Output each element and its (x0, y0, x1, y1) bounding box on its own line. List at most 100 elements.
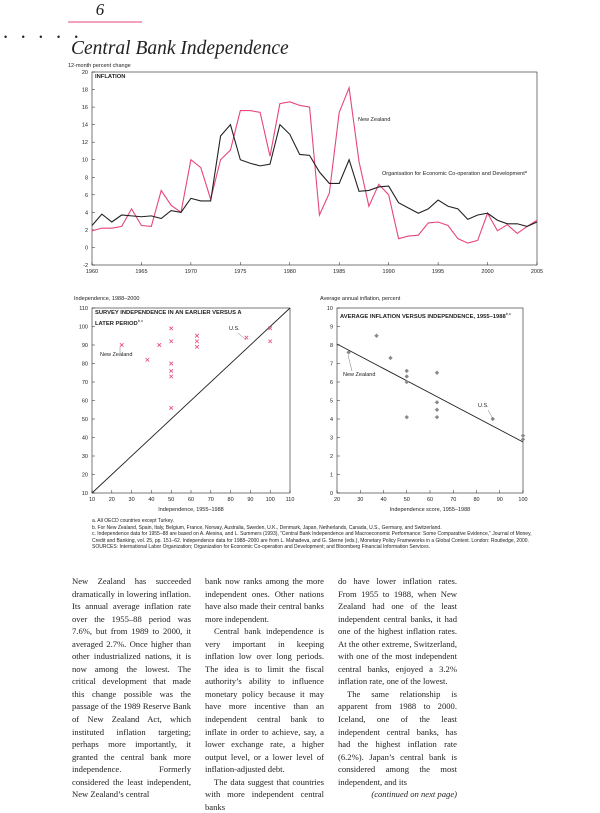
y-tick-label: 3 (330, 436, 333, 442)
y-tick-label: 0 (330, 491, 333, 497)
y-tick-label: -2 (83, 263, 88, 269)
annotation-arrow (237, 332, 247, 341)
point (145, 357, 150, 362)
x-tick-label: 1985 (333, 269, 345, 275)
y-tick-label: 60 (82, 399, 88, 405)
y-tick-label: 9 (330, 325, 333, 331)
chart-title: INFLATION (95, 74, 215, 81)
y-tick-label: 6 (85, 193, 88, 199)
x-tick-label: 50 (168, 497, 174, 503)
y-tick-label: 20 (82, 70, 88, 76)
y-tick-label: 8 (85, 175, 88, 181)
y-tick-label: 2 (85, 228, 88, 234)
page-title: Central Bank Independence (71, 38, 289, 59)
y-tick-label: 18 (82, 88, 88, 94)
point (374, 333, 379, 338)
note: c. Independence data for 1955–88 are bas… (92, 531, 532, 544)
point (169, 339, 174, 344)
y-tick-label: 6 (330, 380, 333, 386)
column: New Zealand has succeeded dramatically i… (72, 575, 191, 801)
y-tick-label: 110 (79, 306, 88, 312)
y-tick-label: 50 (82, 417, 88, 423)
chart-title-box: INFLATION (95, 74, 215, 81)
point (194, 333, 200, 338)
page-number: 6 (96, 0, 105, 19)
paragraph: New Zealand has succeeded dramatically i… (72, 576, 191, 800)
y-tick-label: 0 (85, 245, 88, 251)
title-note: b,c (137, 318, 144, 323)
chart: INFLATION 12-month percent change -2 0 2 4 6 8 1… (68, 63, 543, 275)
paragraph: bank now ranks among the more independen… (205, 576, 324, 624)
x-tick-label: 1980 (284, 269, 296, 275)
y-tick-label: 20 (82, 473, 88, 479)
header-dots: • • • • • (4, 32, 84, 42)
paragraph: The data suggest that countries with mor… (205, 776, 324, 812)
x-tick-label: 2000 (481, 269, 493, 275)
reference-line (91, 307, 291, 494)
point (404, 374, 409, 379)
notes: a. All OECD countries except Turkey. b. … (92, 518, 532, 551)
x-tick-label: 90 (497, 497, 503, 503)
point (404, 368, 409, 374)
chart-title-box: AVERAGE INFLATION VERSUS INDEPENDENCE, 1… (340, 310, 520, 319)
annotation: U.S. (478, 403, 489, 409)
x-tick-label: 50 (404, 497, 410, 503)
chart-title-text: AVERAGE INFLATION VERSUS INDEPENDENCE, 1… (340, 313, 506, 319)
point (169, 361, 174, 366)
point (520, 433, 526, 438)
annotation: New Zealand (100, 352, 132, 358)
point (434, 414, 440, 420)
point (404, 414, 409, 420)
x-tick-label: 110 (286, 497, 295, 503)
y-tick-label: 14 (82, 123, 88, 129)
x-tick-label: 80 (228, 497, 234, 503)
chart-title-text: SURVEY INDEPENDENCE IN AN EARLIER VERSUS… (95, 310, 242, 326)
chart: SURVEY INDEPENDENCE IN AN EARLIER VERSUS… (74, 296, 294, 513)
point (434, 400, 440, 405)
y-tick-label: 1 (330, 473, 333, 479)
x-tick-label: 40 (148, 497, 154, 503)
x-axis-label: Independence, 1955–1988 (158, 507, 223, 513)
series-line (91, 85, 538, 244)
y-tick-label: 2 (330, 454, 333, 460)
point (194, 344, 200, 349)
x-tick-label: 100 (518, 497, 527, 503)
y-tick-label: 10 (82, 491, 88, 497)
note: a. All OECD countries except Turkey. (92, 518, 174, 524)
chart-title-box: SURVEY INDEPENDENCE IN AN EARLIER VERSUS… (95, 310, 245, 326)
point (169, 374, 174, 379)
point (244, 335, 249, 340)
chart-title: SURVEY INDEPENDENCE IN AN EARLIER VERSUS… (95, 310, 245, 326)
x-axis-label: Independence score, 1955–1988 (390, 507, 470, 513)
point (404, 379, 409, 385)
note: b. For New Zealand, Spain, Italy, Belgiu… (92, 524, 442, 531)
x-tick-label: 30 (129, 497, 135, 503)
paragraph: Central bank independence is very import… (205, 626, 324, 775)
x-tick-label: 1965 (135, 269, 147, 275)
point (520, 437, 526, 442)
paragraph: The same relationship is apparent from 1… (338, 688, 457, 787)
x-tick-label: 60 (427, 497, 433, 503)
x-tick-label: 70 (450, 497, 456, 503)
point (434, 407, 440, 412)
y-tick-label: 70 (82, 380, 88, 386)
y-tick-label: 80 (82, 362, 88, 368)
x-tick-label: 60 (188, 497, 194, 503)
x-tick-label: 1995 (432, 269, 444, 275)
y-tick-label: 16 (82, 105, 88, 111)
point (434, 370, 440, 375)
x-tick-label: 90 (247, 497, 253, 503)
x-tick-label: 70 (208, 497, 214, 503)
point (119, 342, 124, 348)
series-note: a (525, 169, 528, 174)
y-tick-label: 4 (330, 417, 333, 423)
point (194, 339, 200, 344)
chart-title: AVERAGE INFLATION VERSUS INDEPENDENCE, 1… (340, 310, 520, 319)
y-tick-label: 30 (82, 454, 88, 460)
x-tick-label: 2005 (531, 269, 543, 275)
x-tick-label: 1960 (86, 269, 98, 275)
y-tick-label: 8 (330, 343, 333, 349)
plot-frame (336, 307, 524, 494)
annotation-arrow (347, 354, 353, 372)
y-axis-label: 12-month percent change (68, 63, 131, 69)
